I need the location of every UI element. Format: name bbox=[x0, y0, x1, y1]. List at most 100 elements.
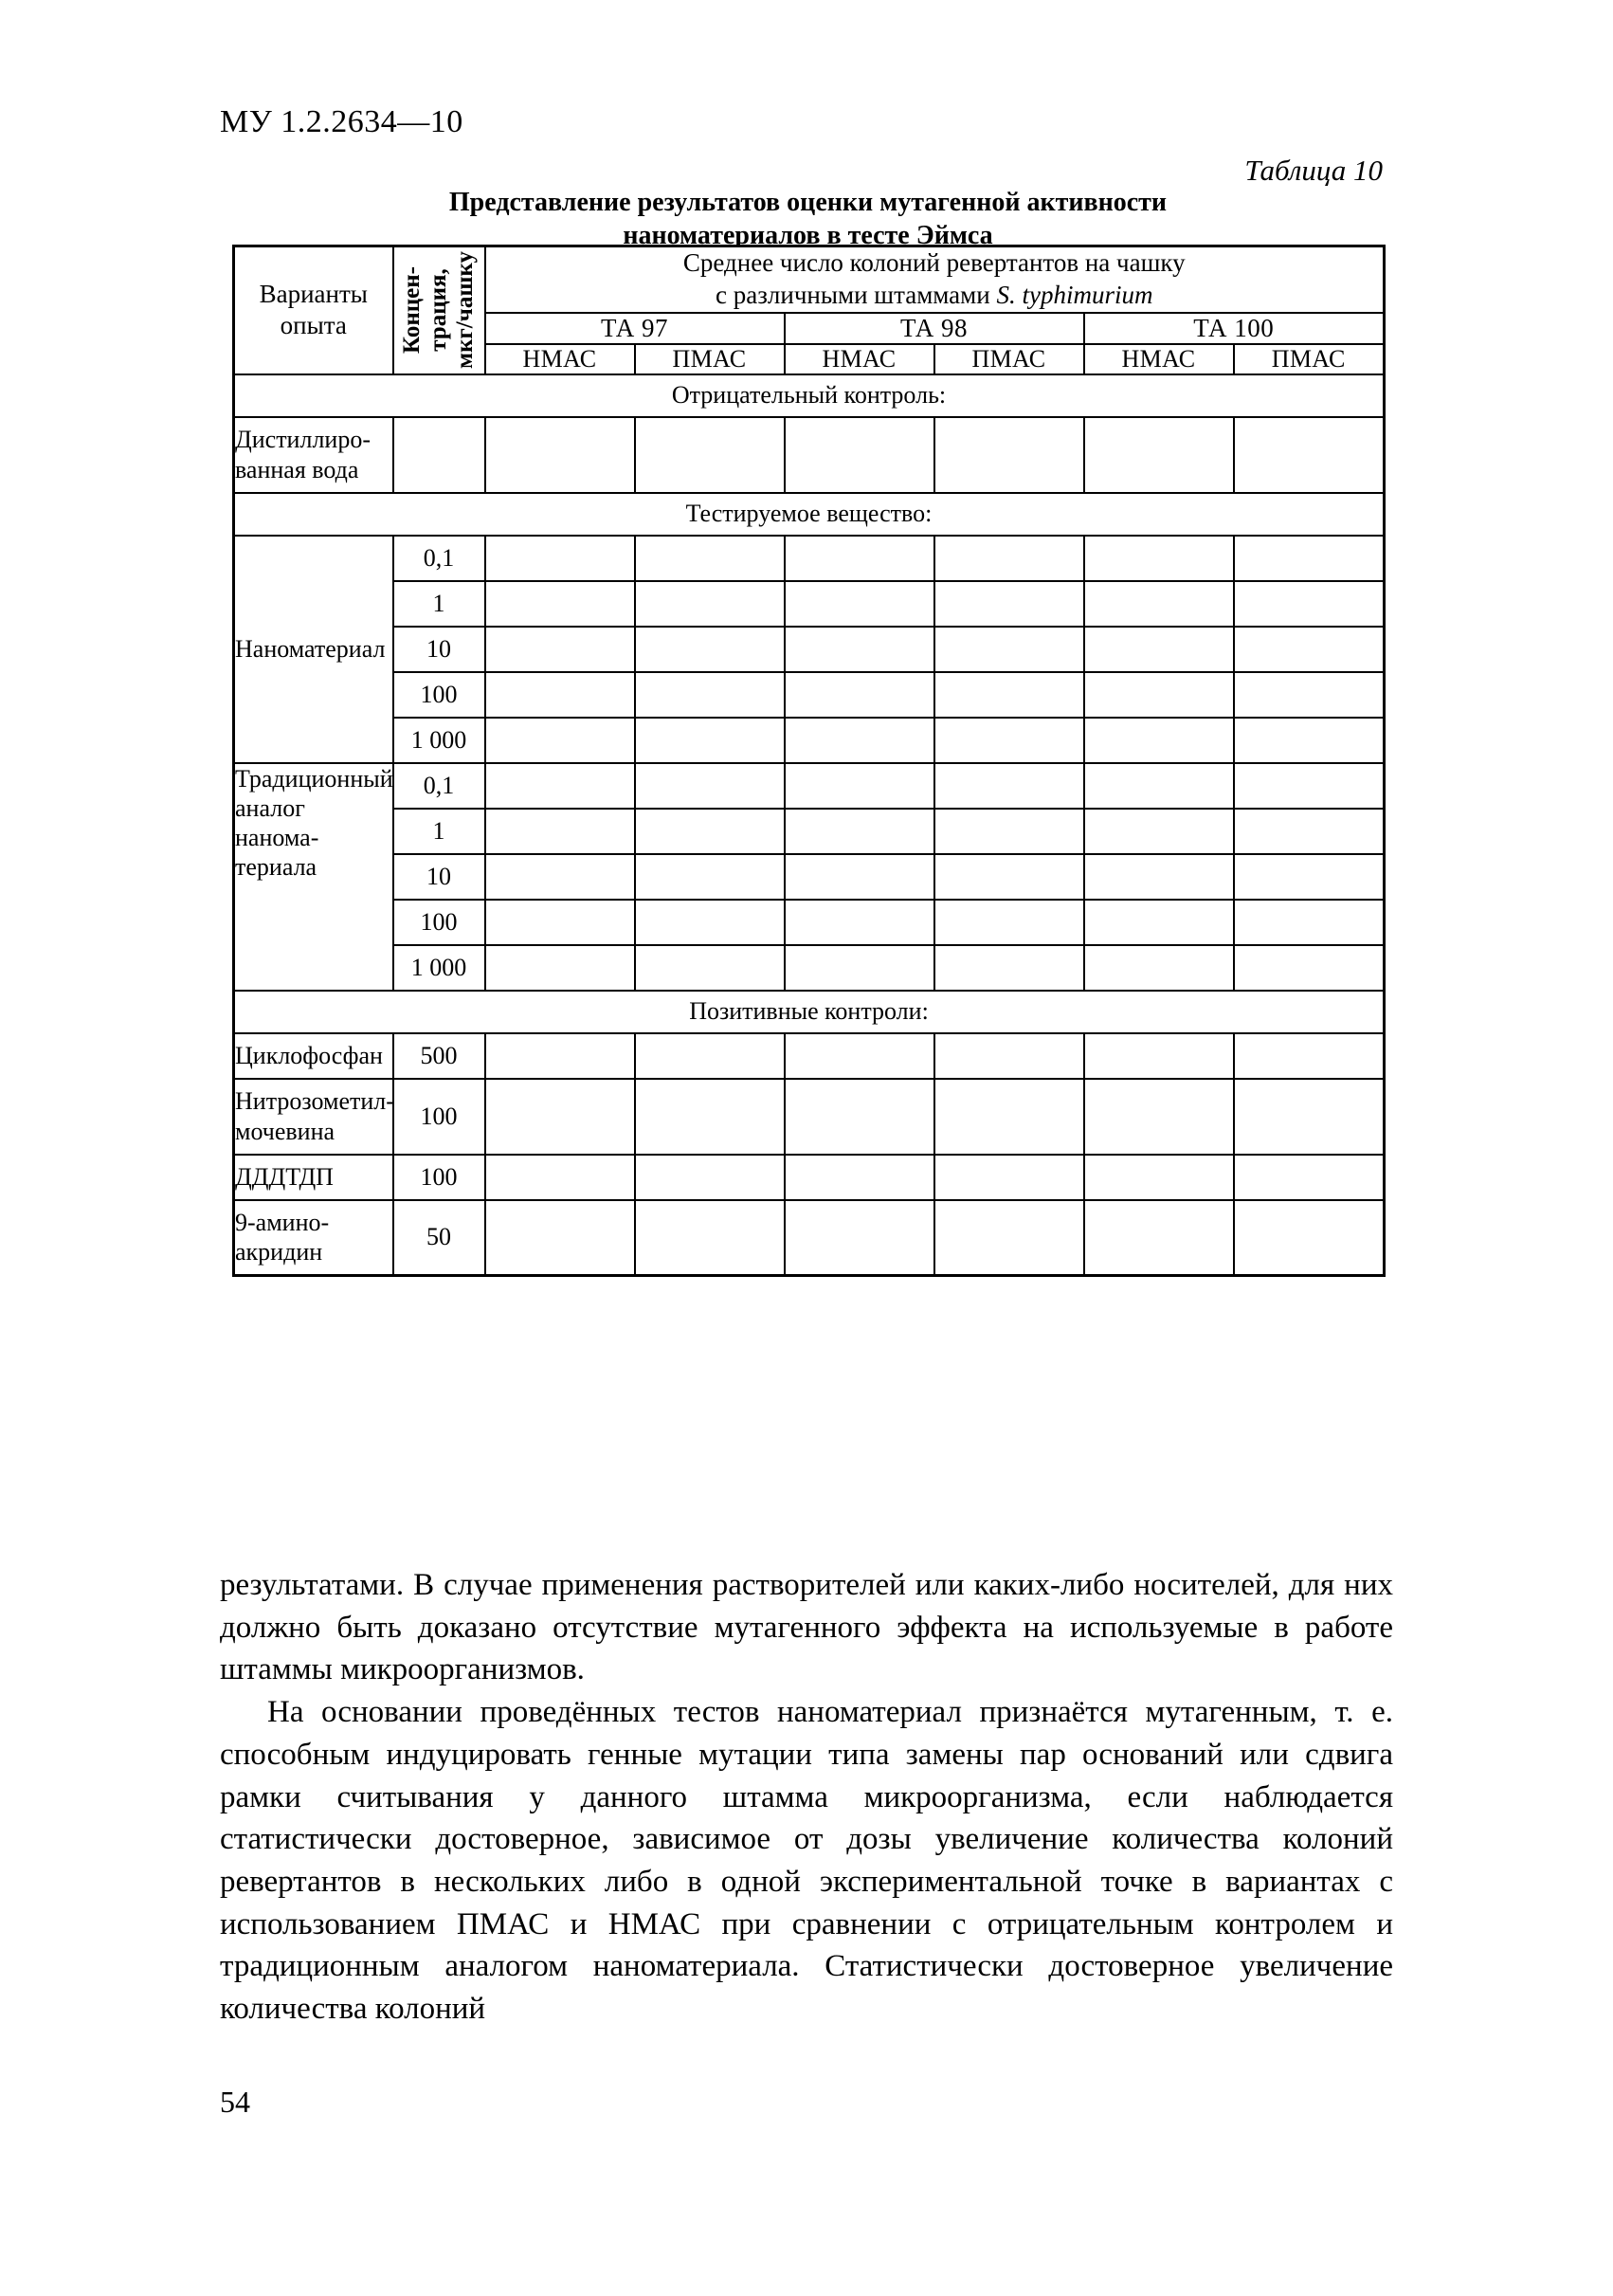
value-cell[interactable] bbox=[783, 852, 935, 901]
value-cell[interactable] bbox=[783, 1153, 935, 1201]
value-cell[interactable] bbox=[1232, 625, 1386, 673]
value-cell[interactable] bbox=[933, 534, 1085, 582]
value-cell[interactable] bbox=[1232, 415, 1386, 494]
value-cell[interactable] bbox=[1082, 625, 1235, 673]
value-cell[interactable] bbox=[783, 670, 935, 719]
value-cell[interactable] bbox=[783, 534, 935, 582]
value-cell[interactable] bbox=[933, 1153, 1085, 1201]
value-cell[interactable] bbox=[483, 625, 636, 673]
value-cell[interactable] bbox=[933, 415, 1085, 494]
value-cell[interactable] bbox=[483, 415, 636, 494]
value-cell[interactable] bbox=[633, 852, 786, 901]
value-cell[interactable] bbox=[633, 625, 786, 673]
value-cell[interactable] bbox=[1082, 415, 1235, 494]
section-label-test-substance: Тестируемое вещество: bbox=[232, 491, 1386, 537]
value-cell[interactable] bbox=[633, 415, 786, 494]
value-cell[interactable] bbox=[783, 943, 935, 992]
value-cell[interactable] bbox=[1082, 807, 1235, 855]
section-label-negative-control: Отрицательный контроль: bbox=[232, 373, 1386, 418]
value-cell[interactable] bbox=[1082, 1077, 1235, 1156]
value-cell[interactable] bbox=[933, 670, 1085, 719]
value-cell[interactable] bbox=[933, 579, 1085, 628]
value-cell[interactable] bbox=[1232, 1198, 1386, 1277]
value-cell[interactable] bbox=[933, 852, 1085, 901]
value-cell[interactable] bbox=[1232, 898, 1386, 946]
value-cell[interactable] bbox=[633, 1198, 786, 1277]
value-cell[interactable] bbox=[933, 807, 1085, 855]
table-header-row-1: Варианты опыта Концен- трация, мкг/чашку… bbox=[232, 245, 1386, 375]
value-cell[interactable] bbox=[1232, 670, 1386, 719]
value-cell[interactable] bbox=[1082, 761, 1235, 810]
value-cell[interactable] bbox=[1082, 534, 1235, 582]
value-cell[interactable] bbox=[1082, 1031, 1235, 1080]
value-cell[interactable] bbox=[483, 534, 636, 582]
value-cell[interactable] bbox=[633, 761, 786, 810]
value-cell[interactable] bbox=[1082, 716, 1235, 764]
value-cell[interactable] bbox=[483, 898, 636, 946]
value-cell[interactable] bbox=[1082, 852, 1235, 901]
value-cell[interactable] bbox=[483, 761, 636, 810]
table-title-line-1: Представление результатов оценки мутаген… bbox=[448, 188, 1168, 217]
value-cell[interactable] bbox=[1082, 898, 1235, 946]
value-cell[interactable] bbox=[933, 1077, 1085, 1156]
value-cell[interactable] bbox=[1232, 1031, 1386, 1080]
value-cell[interactable] bbox=[483, 852, 636, 901]
value-cell[interactable] bbox=[933, 898, 1085, 946]
value-cell[interactable] bbox=[1232, 852, 1386, 901]
value-cell[interactable] bbox=[1232, 716, 1386, 764]
value-cell[interactable] bbox=[483, 943, 636, 992]
value-cell[interactable] bbox=[1232, 761, 1386, 810]
value-cell[interactable] bbox=[1082, 1198, 1235, 1277]
value-cell[interactable] bbox=[1232, 1153, 1386, 1201]
value-cell[interactable] bbox=[483, 1077, 636, 1156]
value-cell[interactable] bbox=[633, 579, 786, 628]
value-cell[interactable] bbox=[633, 1153, 786, 1201]
value-cell[interactable] bbox=[483, 716, 636, 764]
value-cell[interactable] bbox=[633, 670, 786, 719]
value-cell[interactable] bbox=[783, 761, 935, 810]
value-cell[interactable] bbox=[783, 415, 935, 494]
value-cell[interactable] bbox=[483, 670, 636, 719]
value-cell[interactable] bbox=[483, 1031, 636, 1080]
value-cell[interactable] bbox=[783, 716, 935, 764]
value-cell[interactable] bbox=[483, 1198, 636, 1277]
value-cell[interactable] bbox=[933, 943, 1085, 992]
value-cell[interactable] bbox=[1232, 807, 1386, 855]
value-cell[interactable] bbox=[933, 716, 1085, 764]
row-label-line-1: 9-амино- bbox=[235, 1209, 330, 1237]
value-cell[interactable] bbox=[933, 1198, 1085, 1277]
value-cell[interactable] bbox=[1232, 943, 1386, 992]
value-cell[interactable] bbox=[783, 1077, 935, 1156]
value-cell[interactable] bbox=[633, 716, 786, 764]
value-cell[interactable] bbox=[933, 761, 1085, 810]
value-cell[interactable] bbox=[483, 579, 636, 628]
row-concentration: 1 bbox=[391, 807, 486, 855]
value-cell[interactable] bbox=[1082, 943, 1235, 992]
value-cell[interactable] bbox=[633, 898, 786, 946]
value-cell[interactable] bbox=[783, 579, 935, 628]
value-cell[interactable] bbox=[633, 943, 786, 992]
value-cell[interactable] bbox=[1232, 534, 1386, 582]
value-cell[interactable] bbox=[633, 807, 786, 855]
value-cell[interactable] bbox=[633, 1031, 786, 1080]
header-subcol-ta97-pmas: ПМАС bbox=[633, 342, 786, 375]
value-cell[interactable] bbox=[1232, 579, 1386, 628]
header-conc-line-1: Концен- bbox=[399, 266, 425, 355]
value-cell[interactable] bbox=[933, 1031, 1085, 1080]
value-cell[interactable] bbox=[783, 625, 935, 673]
value-cell[interactable] bbox=[633, 534, 786, 582]
header-concentration-cell: Концен- трация, мкг/чашку bbox=[391, 245, 486, 375]
value-cell[interactable] bbox=[783, 898, 935, 946]
value-cell[interactable] bbox=[483, 807, 636, 855]
value-cell[interactable] bbox=[633, 1077, 786, 1156]
value-cell[interactable] bbox=[1082, 1153, 1235, 1201]
value-cell[interactable] bbox=[1232, 1077, 1386, 1156]
table-row: Циклофосфан 500 bbox=[232, 1031, 1386, 1080]
value-cell[interactable] bbox=[783, 807, 935, 855]
value-cell[interactable] bbox=[1082, 670, 1235, 719]
value-cell[interactable] bbox=[483, 1153, 636, 1201]
value-cell[interactable] bbox=[1082, 579, 1235, 628]
value-cell[interactable] bbox=[783, 1198, 935, 1277]
value-cell[interactable] bbox=[933, 625, 1085, 673]
value-cell[interactable] bbox=[783, 1031, 935, 1080]
